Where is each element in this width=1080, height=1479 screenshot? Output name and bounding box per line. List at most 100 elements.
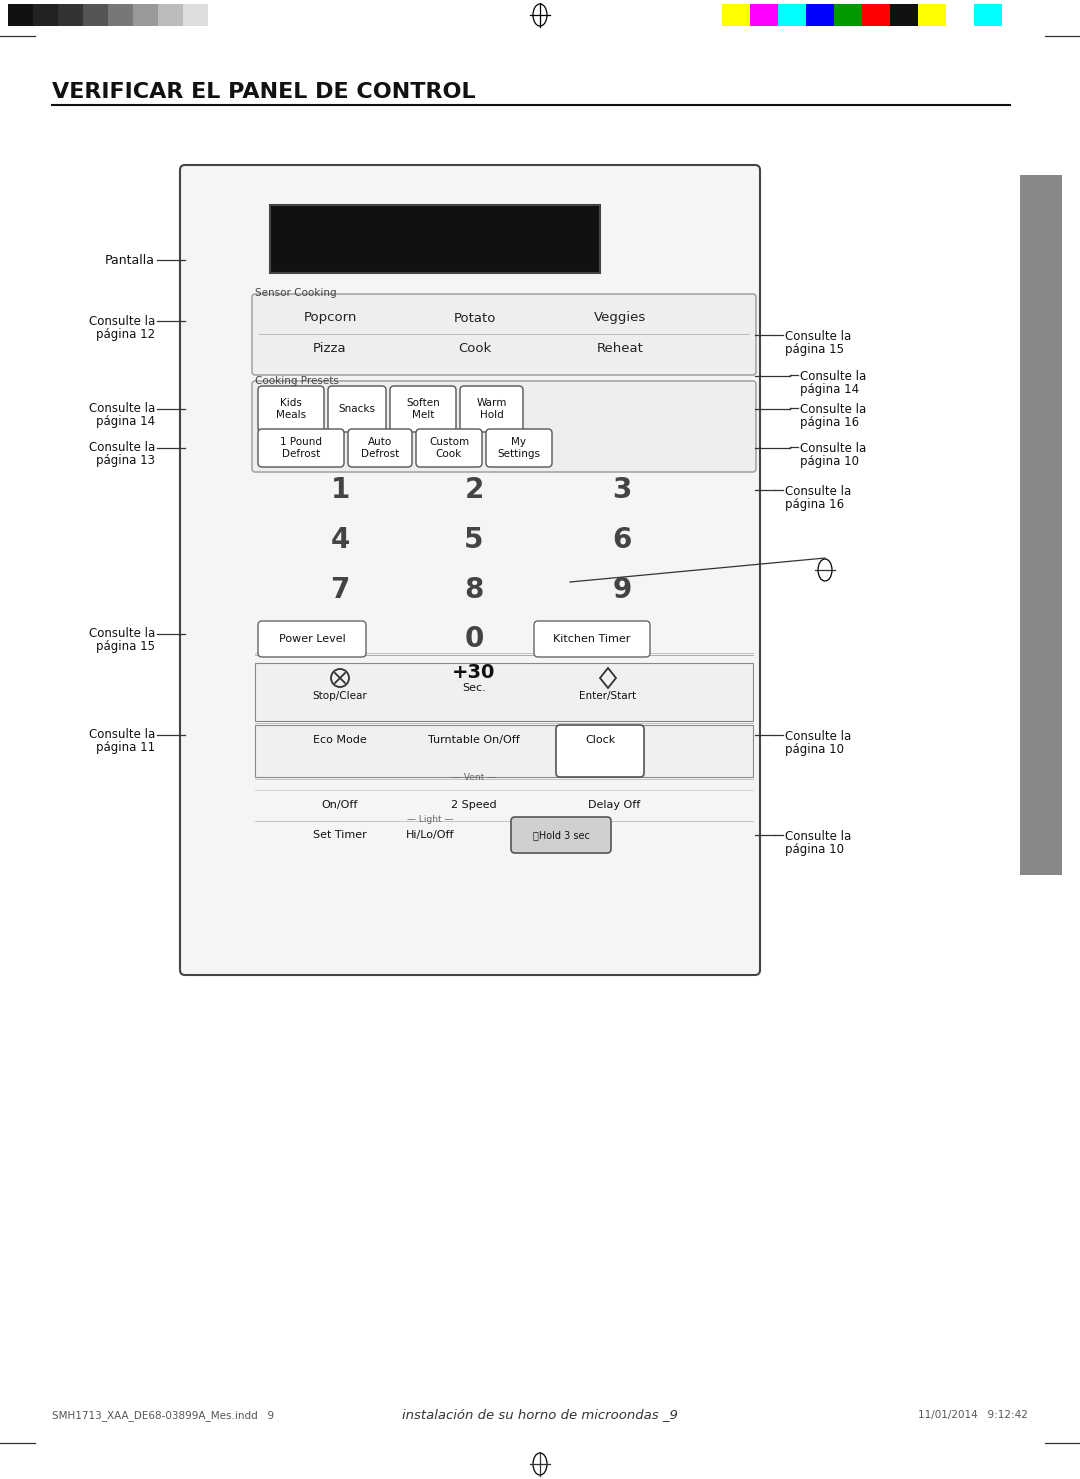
Text: Consulte la: Consulte la	[785, 330, 851, 343]
FancyBboxPatch shape	[534, 621, 650, 657]
Text: página 15: página 15	[96, 640, 156, 654]
Text: Hi/Lo/Off: Hi/Lo/Off	[406, 830, 455, 840]
Text: página 12: página 12	[96, 328, 156, 342]
Text: Popcorn: Popcorn	[303, 312, 356, 324]
Text: Cooking Presets: Cooking Presets	[255, 376, 339, 386]
Text: Enter/Start: Enter/Start	[580, 691, 636, 701]
Text: Consulte la: Consulte la	[785, 830, 851, 843]
Text: página 11: página 11	[96, 741, 156, 754]
Bar	[8, 4, 33, 27]
Bar	[255, 663, 753, 720]
Bar	[183, 4, 208, 27]
Text: 01 INSTALACIÓN DE SU HORNO DE MICROONDAS: 01 INSTALACIÓN DE SU HORNO DE MICROONDAS	[1036, 392, 1047, 658]
Text: página 16: página 16	[800, 416, 859, 429]
Text: Soften
Melt: Soften Melt	[406, 398, 440, 420]
Text: Pizza: Pizza	[313, 343, 347, 355]
Text: página 16: página 16	[785, 498, 845, 512]
FancyBboxPatch shape	[556, 725, 644, 776]
Text: Veggies: Veggies	[594, 312, 646, 324]
FancyBboxPatch shape	[258, 621, 366, 657]
Bar	[778, 4, 806, 27]
FancyBboxPatch shape	[348, 429, 411, 467]
Text: Consulte la: Consulte la	[785, 731, 851, 742]
Text: Consulte la: Consulte la	[800, 370, 866, 383]
Text: Sec.: Sec.	[462, 683, 486, 694]
FancyBboxPatch shape	[180, 166, 760, 975]
Text: página 14: página 14	[96, 416, 156, 427]
Bar	[750, 4, 778, 27]
Text: Set Timer: Set Timer	[313, 830, 367, 840]
Text: Consulte la: Consulte la	[785, 485, 851, 498]
Text: Turntable On/Off: Turntable On/Off	[428, 735, 519, 745]
FancyBboxPatch shape	[460, 386, 523, 432]
Text: 🔒Hold 3 sec: 🔒Hold 3 sec	[532, 830, 590, 840]
Text: página 10: página 10	[785, 742, 843, 756]
Text: Sensor Cooking: Sensor Cooking	[255, 288, 337, 297]
Bar	[108, 4, 133, 27]
FancyBboxPatch shape	[258, 429, 345, 467]
Bar	[862, 4, 890, 27]
Text: My
Settings: My Settings	[498, 438, 540, 458]
Text: — Light —: — Light —	[407, 815, 454, 824]
Text: 5: 5	[464, 527, 484, 555]
Bar	[133, 4, 158, 27]
Text: 2: 2	[464, 476, 484, 504]
Text: 1 Pound
Defrost: 1 Pound Defrost	[280, 438, 322, 458]
Text: Auto
Defrost: Auto Defrost	[361, 438, 400, 458]
Text: VERIFICAR EL PANEL DE CONTROL: VERIFICAR EL PANEL DE CONTROL	[52, 81, 475, 102]
Text: Delay Off: Delay Off	[588, 800, 640, 810]
Bar	[158, 4, 183, 27]
Text: Warm
Hold: Warm Hold	[476, 398, 507, 420]
Bar	[270, 206, 600, 274]
Text: 4: 4	[330, 527, 350, 555]
FancyBboxPatch shape	[390, 386, 456, 432]
Text: On/Off: On/Off	[322, 800, 359, 810]
Bar	[83, 4, 108, 27]
Text: 8: 8	[464, 575, 484, 603]
Text: Consulte la: Consulte la	[89, 441, 156, 454]
Text: Consulte la: Consulte la	[89, 402, 156, 416]
Text: página 10: página 10	[800, 456, 859, 467]
Text: 0: 0	[464, 626, 484, 654]
Text: 3: 3	[612, 476, 632, 504]
Text: 6: 6	[612, 527, 632, 555]
Text: 1: 1	[330, 476, 350, 504]
Bar	[1020, 175, 1062, 876]
Text: 9: 9	[612, 575, 632, 603]
Bar	[208, 4, 233, 27]
Bar	[723, 4, 750, 27]
Text: Pantalla: Pantalla	[105, 253, 156, 266]
Text: Eco Mode: Eco Mode	[313, 735, 367, 745]
Text: página 10: página 10	[785, 843, 843, 856]
Text: Kids
Meals: Kids Meals	[275, 398, 306, 420]
Text: — Vent —: — Vent —	[451, 774, 496, 782]
Text: Consulte la: Consulte la	[89, 728, 156, 741]
Bar	[974, 4, 1002, 27]
Text: Custom
Cook: Custom Cook	[429, 438, 469, 458]
Text: 2 Speed: 2 Speed	[451, 800, 497, 810]
FancyBboxPatch shape	[486, 429, 552, 467]
Text: Stop/Clear: Stop/Clear	[312, 691, 367, 701]
Text: Consulte la: Consulte la	[800, 402, 866, 416]
Text: +30: +30	[453, 664, 496, 682]
Bar	[946, 4, 974, 27]
FancyBboxPatch shape	[258, 386, 324, 432]
Text: 11/01/2014   9:12:42: 11/01/2014 9:12:42	[918, 1409, 1028, 1420]
FancyBboxPatch shape	[252, 382, 756, 472]
Text: Cook: Cook	[458, 343, 491, 355]
Text: página 13: página 13	[96, 454, 156, 467]
Text: Consulte la: Consulte la	[89, 627, 156, 640]
Text: instalación de su horno de microondas _9: instalación de su horno de microondas _9	[402, 1408, 678, 1421]
Bar	[33, 4, 58, 27]
Text: Snacks: Snacks	[338, 404, 376, 414]
Text: Kitchen Timer: Kitchen Timer	[553, 634, 631, 643]
Text: página 15: página 15	[785, 343, 843, 356]
Bar	[834, 4, 862, 27]
FancyBboxPatch shape	[416, 429, 482, 467]
Text: Consulte la: Consulte la	[89, 315, 156, 328]
Text: Potato: Potato	[454, 312, 496, 324]
FancyBboxPatch shape	[252, 294, 756, 376]
Text: página 14: página 14	[800, 383, 859, 396]
Text: Power Level: Power Level	[279, 634, 346, 643]
Text: Reheat: Reheat	[596, 343, 644, 355]
